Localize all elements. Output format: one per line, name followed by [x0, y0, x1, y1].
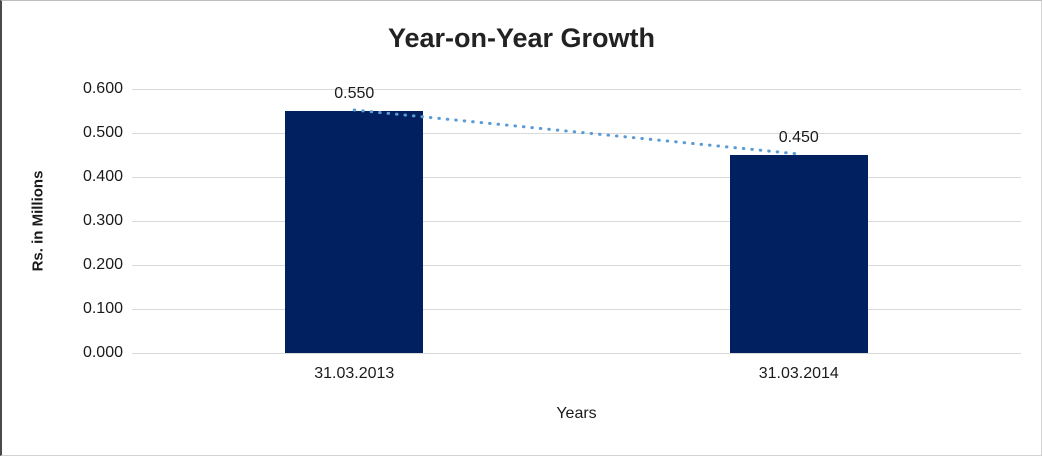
- gridline: [132, 265, 1021, 266]
- gridline: [132, 309, 1021, 310]
- y-tick-label: 0.400: [82, 168, 123, 185]
- gridline: [132, 353, 1021, 354]
- gridline: [132, 177, 1021, 178]
- chart-title: Year-on-Year Growth: [387, 23, 656, 53]
- x-axis-title: Years: [556, 405, 597, 422]
- y-tick-label: 0.000: [82, 344, 123, 361]
- y-tick-label: 0.500: [82, 124, 123, 141]
- bar-data-label: 0.550: [334, 85, 375, 102]
- y-tick-label: 0.100: [82, 300, 123, 317]
- bar: [285, 111, 424, 353]
- x-tick-label: 31.03.2014: [758, 365, 839, 382]
- y-tick-label: 0.300: [82, 212, 123, 229]
- gridline: [132, 89, 1021, 90]
- bar: [729, 155, 868, 353]
- bar-data-label: 0.450: [778, 129, 819, 146]
- y-tick-label: 0.600: [82, 80, 123, 97]
- x-tick-label: 31.03.2013: [314, 365, 395, 382]
- gridline: [132, 133, 1021, 134]
- y-tick-label: 0.200: [82, 256, 123, 273]
- gridline: [132, 221, 1021, 222]
